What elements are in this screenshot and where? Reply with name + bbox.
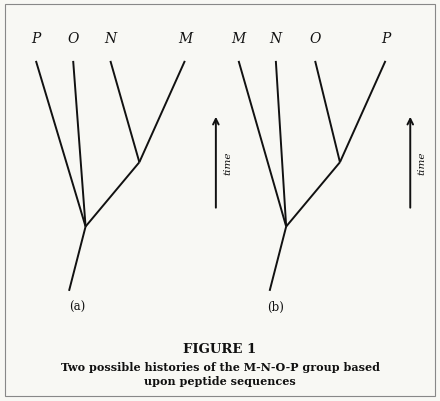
Text: N: N xyxy=(104,32,117,46)
Text: M: M xyxy=(178,32,192,46)
Text: FIGURE 1: FIGURE 1 xyxy=(183,342,257,355)
Text: O: O xyxy=(67,32,79,46)
Text: Two possible histories of the M-N-O-P group based: Two possible histories of the M-N-O-P gr… xyxy=(61,361,379,372)
Text: N: N xyxy=(270,32,282,46)
Text: upon peptide sequences: upon peptide sequences xyxy=(144,375,296,386)
Text: P: P xyxy=(381,32,390,46)
Text: (b): (b) xyxy=(268,301,284,314)
Text: P: P xyxy=(31,32,40,46)
Text: O: O xyxy=(309,32,321,46)
Text: time: time xyxy=(224,151,232,174)
Text: M: M xyxy=(231,32,246,46)
Text: (a): (a) xyxy=(69,301,85,314)
Text: time: time xyxy=(418,151,427,174)
